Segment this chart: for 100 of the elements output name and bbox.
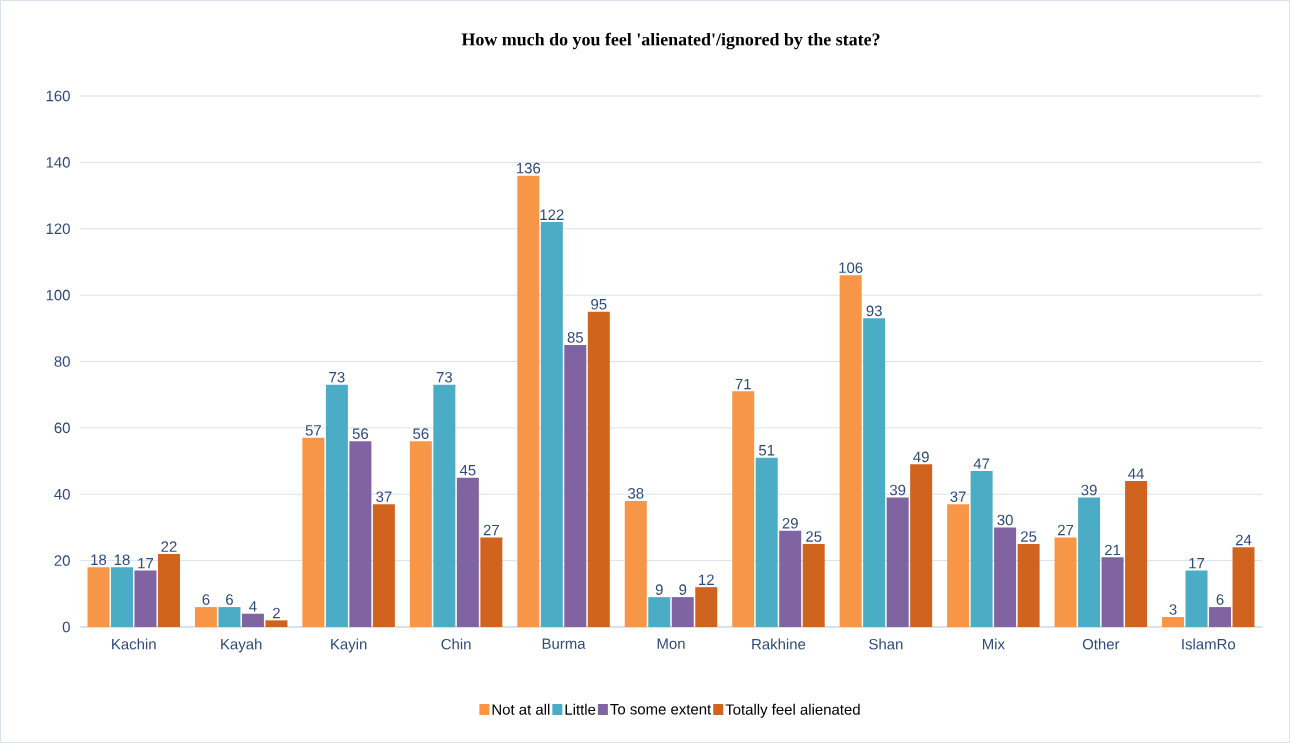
data-label: 2 [273,607,280,619]
data-label: 6 [1216,594,1224,605]
data-label: 56 [413,428,429,439]
data-label: 17 [138,558,154,569]
bar [157,553,180,627]
bar [517,175,540,627]
data-label: 73 [436,371,452,383]
x-tick-label: Kachin [112,638,156,650]
bar [863,318,886,627]
bar [265,620,288,627]
bar [540,222,563,627]
bar [1078,497,1101,627]
bar [480,537,503,627]
data-label: 27 [483,524,499,536]
bar [1209,607,1232,627]
data-label: 30 [997,514,1013,526]
bar [302,437,325,627]
data-label: 18 [91,554,107,566]
y-tick-label: 160 [46,90,70,102]
data-label: 85 [567,332,583,343]
data-label: 47 [973,458,990,469]
x-tick-label: Burma [542,638,586,649]
bar [1232,547,1255,627]
bar [839,275,862,627]
data-label: 56 [352,428,369,439]
bar [433,384,456,627]
data-label: 49 [913,451,929,463]
x-tick-label: Rakhine [752,638,806,650]
chart-title: How much do you feel 'alienated'/ignored by the state? [461,32,880,50]
data-label: 3 [1169,604,1177,615]
data-label: 37 [950,491,966,502]
data-label: 95 [591,298,607,310]
data-label: 38 [628,488,644,499]
bar [1017,544,1040,627]
bar [802,544,825,627]
legend-label: To some extent [610,704,712,715]
bar [648,597,671,627]
data-label: 9 [655,584,663,595]
bar [110,567,133,627]
y-tick-label: 40 [54,488,70,500]
x-tick-label: Mix [982,638,1005,650]
data-label: 4 [249,601,257,612]
bar [349,441,372,627]
data-label: 57 [305,425,321,436]
legend-label: Totally feel alienated [725,703,860,718]
bar [194,607,217,627]
legend-label: Little [565,703,596,715]
data-label: 106 [839,262,863,273]
bar [886,497,909,627]
x-tick-label: Kayah [221,638,262,653]
bar [910,464,933,627]
bar [970,471,993,627]
bar [779,530,802,627]
data-label: 25 [806,531,822,542]
bar [409,441,432,627]
data-label: 71 [735,378,751,390]
data-label: 45 [459,465,476,476]
y-tick-label: 140 [46,157,70,168]
y-tick-label: 0 [62,621,70,633]
y-tick-label: 20 [54,555,70,566]
data-label: 136 [516,162,541,174]
y-tick-label: 60 [54,422,70,434]
bar [564,344,587,627]
bar [1185,570,1208,627]
data-label: 22 [161,541,177,552]
data-label: 6 [226,594,233,605]
bar [624,500,647,627]
bar [695,587,718,627]
bar [1162,617,1185,627]
bar [1054,537,1077,627]
y-tick-label: 120 [46,223,70,235]
x-tick-label: Kayin [331,638,367,653]
data-label: 39 [1081,484,1097,496]
y-tick-label: 100 [46,289,70,301]
x-tick-label: Chin [441,638,471,650]
bar [732,391,755,627]
data-label: 29 [782,517,798,529]
data-label: 9 [679,584,687,595]
x-tick-label: IslamRo [1182,638,1236,650]
bar [755,457,778,627]
data-label: 51 [758,445,775,456]
data-label: 93 [866,305,882,317]
x-tick-label: Shan [869,638,903,650]
x-tick-label: Other [1082,638,1120,650]
legend-label: Not at all [492,703,550,715]
bar [587,311,610,627]
data-label: 21 [1105,544,1121,556]
data-label: 73 [329,371,345,383]
bar [1101,557,1124,627]
data-label: 44 [1128,468,1144,479]
data-label: 39 [889,484,906,496]
data-label: 37 [376,491,392,502]
data-label: 24 [1235,534,1252,546]
bar [1125,480,1148,627]
x-tick-label: Mon [657,638,685,649]
data-label: 122 [540,209,564,220]
data-label: 6 [202,594,210,605]
bar [134,570,157,627]
y-tick-label: 80 [54,356,70,367]
bar [372,504,395,627]
